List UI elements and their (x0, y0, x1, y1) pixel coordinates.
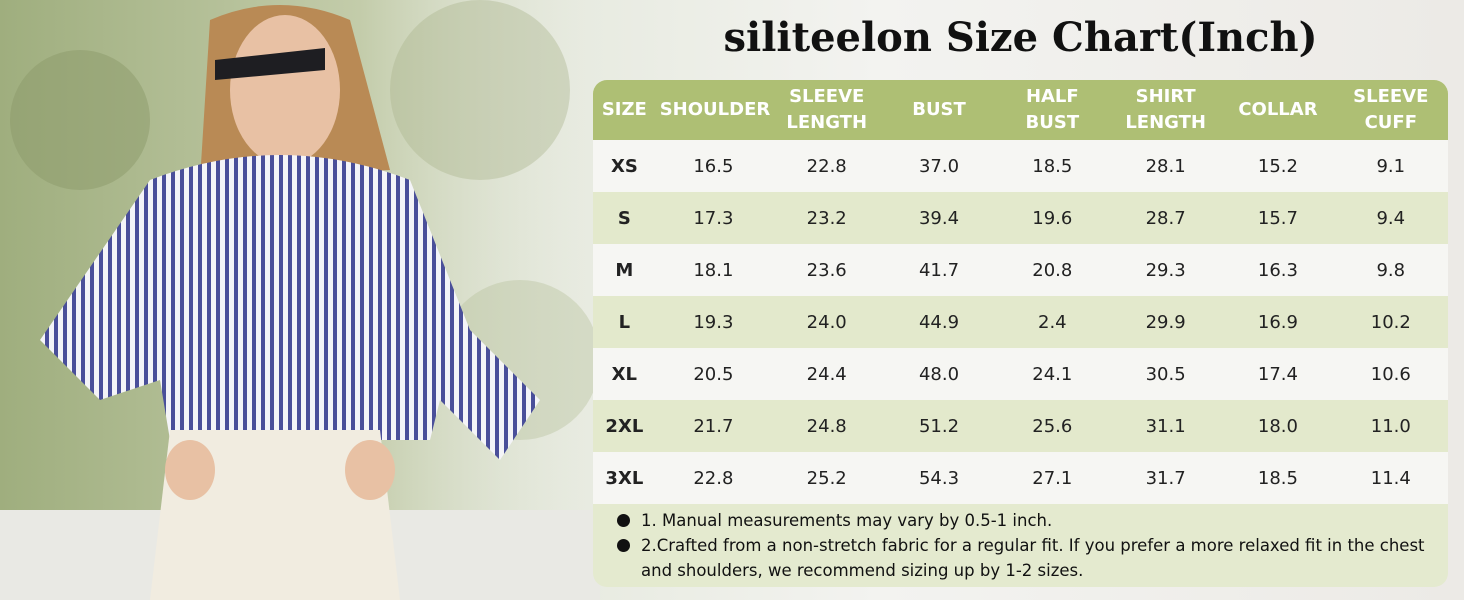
measurement-cell: 11.0 (1333, 400, 1448, 452)
notes: 1. Manual measurements may vary by 0.5-1… (593, 504, 1448, 583)
table-row: L 19.3 24.0 44.9 2.4 29.9 16.9 10.2 (593, 296, 1448, 348)
measurement-cell: 54.3 (882, 452, 996, 504)
column-header: BUST (882, 80, 996, 140)
model-photo (0, 0, 600, 600)
size-table-card: SIZE SHOULDER SLEEVE LENGTH BUST HALF BUST SH… (593, 80, 1448, 587)
column-header: SIZE (593, 80, 656, 140)
measurement-cell: 23.6 (771, 244, 883, 296)
measurement-cell: 27.1 (995, 452, 1109, 504)
measurement-cell: 31.7 (1108, 452, 1223, 504)
measurement-cell: 16.5 (655, 140, 772, 192)
column-header: COLLAR (1222, 80, 1334, 140)
measurement-cell: 25.2 (771, 452, 883, 504)
measurement-cell: 19.3 (655, 296, 772, 348)
column-header: SHIRT LENGTH (1108, 80, 1223, 140)
size-cell: M (593, 244, 656, 296)
column-header: SLEEVE CUFF (1333, 80, 1448, 140)
table-row: 3XL 22.8 25.2 54.3 27.1 31.7 18.5 11.4 (593, 452, 1448, 504)
measurement-cell: 19.6 (995, 192, 1109, 244)
measurement-cell: 22.8 (771, 140, 883, 192)
measurement-cell: 41.7 (882, 244, 996, 296)
measurement-cell: 16.3 (1222, 244, 1334, 296)
size-cell: S (593, 192, 656, 244)
table-row: 2XL 21.7 24.8 51.2 25.6 31.1 18.0 11.0 (593, 400, 1448, 452)
table-body: XS 16.5 22.8 37.0 18.5 28.1 15.2 9.1 S 17.3 23.2 39… (593, 140, 1448, 504)
measurement-cell: 9.8 (1333, 244, 1448, 296)
measurement-cell: 21.7 (655, 400, 772, 452)
measurement-cell: 20.5 (655, 348, 772, 400)
measurement-cell: 37.0 (882, 140, 996, 192)
measurement-cell: 24.8 (771, 400, 883, 452)
measurement-cell: 29.3 (1108, 244, 1223, 296)
chart-title: siliteelon Size Chart(Inch) (723, 14, 1318, 61)
measurement-cell: 48.0 (882, 348, 996, 400)
table-row: M 18.1 23.6 41.7 20.8 29.3 16.3 9.8 (593, 244, 1448, 296)
measurement-cell: 9.4 (1333, 192, 1448, 244)
measurement-cell: 25.6 (995, 400, 1109, 452)
size-cell: L (593, 296, 656, 348)
measurement-cell: 31.1 (1108, 400, 1223, 452)
measurement-cell: 24.1 (995, 348, 1109, 400)
column-header: SHOULDER (655, 80, 772, 140)
measurement-cell: 9.1 (1333, 140, 1448, 192)
size-table: SIZE SHOULDER SLEEVE LENGTH BUST HALF BUST SH… (593, 80, 1448, 504)
measurement-cell: 11.4 (1333, 452, 1448, 504)
measurement-cell: 20.8 (995, 244, 1109, 296)
measurement-cell: 29.9 (1108, 296, 1223, 348)
measurement-cell: 2.4 (995, 296, 1109, 348)
measurement-cell: 44.9 (882, 296, 996, 348)
note: 1. Manual measurements may vary by 0.5-1… (617, 508, 1430, 533)
measurement-cell: 16.9 (1222, 296, 1334, 348)
measurement-cell: 18.5 (995, 140, 1109, 192)
size-cell: XL (593, 348, 656, 400)
column-header: SLEEVE LENGTH (771, 80, 883, 140)
column-header: HALF BUST (995, 80, 1109, 140)
measurement-cell: 22.8 (655, 452, 772, 504)
measurement-cell: 10.6 (1333, 348, 1448, 400)
measurement-cell: 24.4 (771, 348, 883, 400)
measurement-cell: 17.3 (655, 192, 772, 244)
measurement-cell: 18.0 (1222, 400, 1334, 452)
measurement-cell: 10.2 (1333, 296, 1448, 348)
measurement-cell: 28.7 (1108, 192, 1223, 244)
size-cell: 3XL (593, 452, 656, 504)
measurement-cell: 17.4 (1222, 348, 1334, 400)
table-row: S 17.3 23.2 39.4 19.6 28.7 15.7 9.4 (593, 192, 1448, 244)
size-cell: XS (593, 140, 656, 192)
table-row: XL 20.5 24.4 48.0 24.1 30.5 17.4 10.6 (593, 348, 1448, 400)
measurement-cell: 28.1 (1108, 140, 1223, 192)
measurement-cell: 15.7 (1222, 192, 1334, 244)
measurement-cell: 15.2 (1222, 140, 1334, 192)
size-cell: 2XL (593, 400, 656, 452)
measurement-cell: 24.0 (771, 296, 883, 348)
measurement-cell: 23.2 (771, 192, 883, 244)
measurement-cell: 39.4 (882, 192, 996, 244)
measurement-cell: 51.2 (882, 400, 996, 452)
note: 2.Crafted from a non-stretch fabric for … (617, 533, 1430, 583)
header-row: SIZE SHOULDER SLEEVE LENGTH BUST HALF BUST SH… (593, 80, 1448, 140)
measurement-cell: 18.1 (655, 244, 772, 296)
table-row: XS 16.5 22.8 37.0 18.5 28.1 15.2 9.1 (593, 140, 1448, 192)
measurement-cell: 18.5 (1222, 452, 1334, 504)
measurement-cell: 30.5 (1108, 348, 1223, 400)
